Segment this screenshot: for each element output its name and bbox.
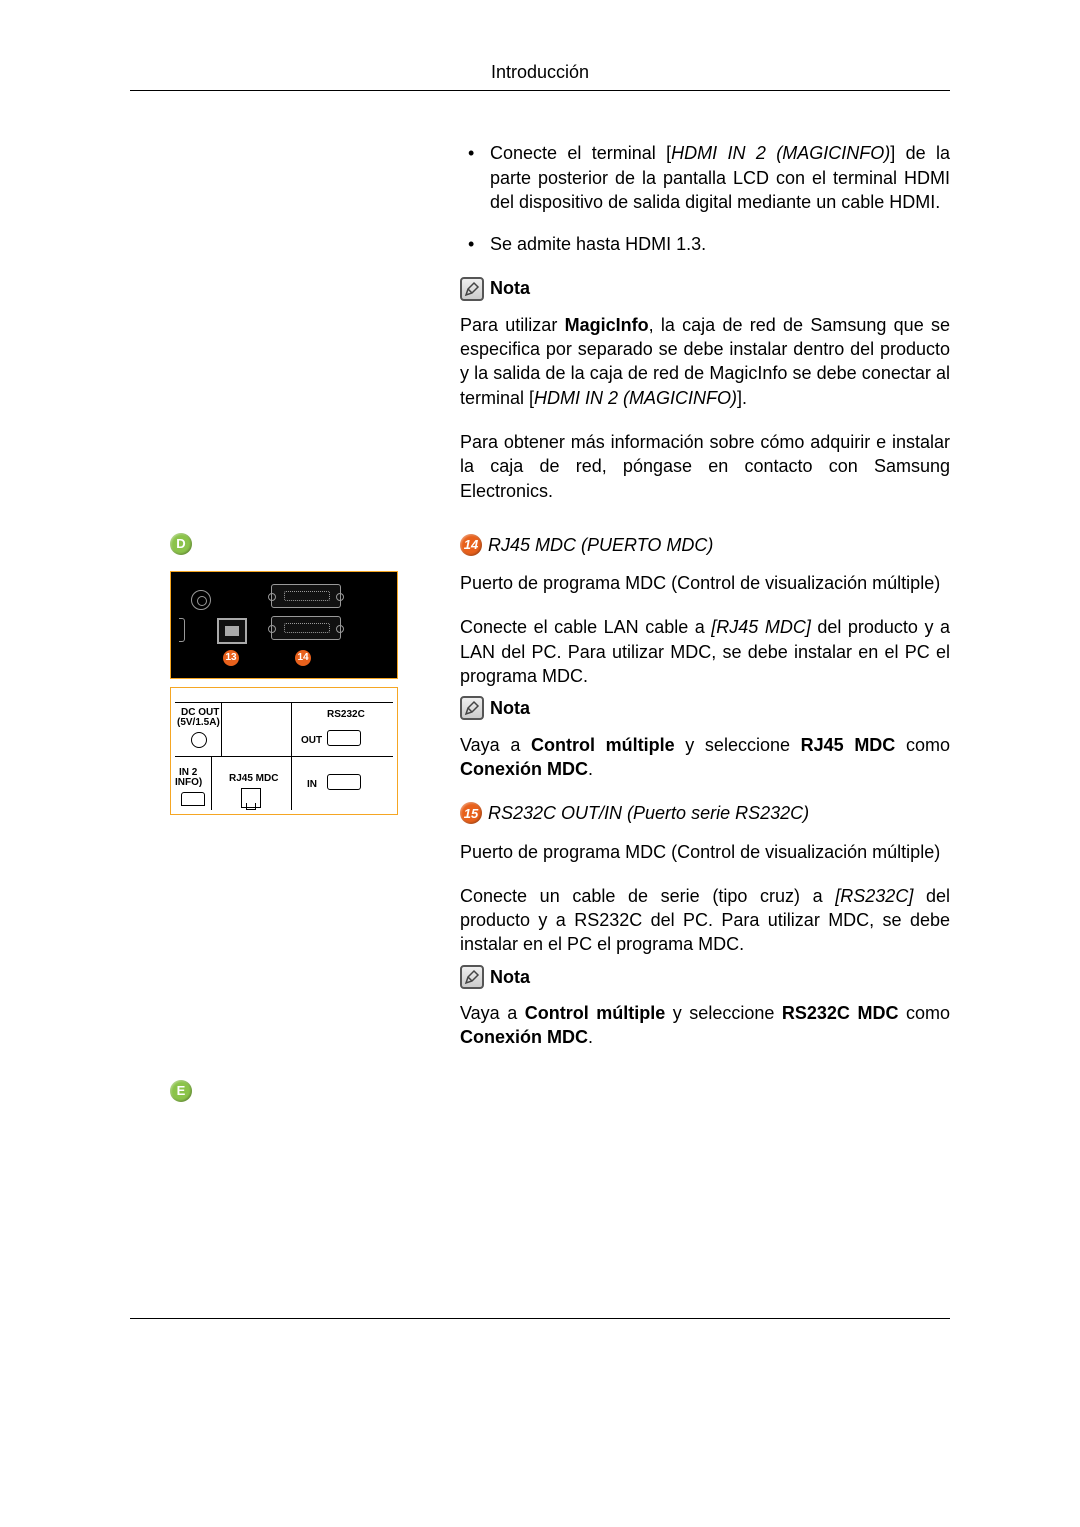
nota-paragraph: Vaya a Control múltiple y seleccione RS2…	[460, 1001, 950, 1050]
bullet-list: Conecte el terminal [HDMI IN 2 (MAGICINF…	[460, 141, 950, 256]
product-panel-top-image: 13 14	[170, 571, 398, 679]
rs232c-in-port-icon	[327, 774, 361, 790]
section-letter-badge: E	[170, 1080, 192, 1102]
hdmi-port-icon	[181, 792, 205, 806]
paragraph: Puerto de programa MDC (Control de visua…	[460, 840, 950, 864]
dc-out-port-icon	[191, 732, 207, 748]
list-item: Se admite hasta HDMI 1.3.	[460, 232, 950, 256]
badge-13: 13	[223, 650, 239, 666]
serial-port-top-icon	[271, 584, 341, 608]
paragraph: Conecte el cable LAN cable a [RJ45 MDC] …	[460, 615, 950, 688]
section-letter-badge: D	[170, 533, 192, 555]
nota-paragraph: Vaya a Control múltiple y seleccione RJ4…	[460, 733, 950, 782]
nota-label: Nota	[490, 276, 530, 300]
nota-label: Nota	[490, 965, 530, 989]
section-e: E	[130, 1080, 950, 1118]
pencil-icon	[460, 965, 484, 989]
page-title: Introducción	[491, 62, 589, 82]
page-header: Introducción	[130, 60, 950, 91]
paragraph: Conecte un cable de serie (tipo cruz) a …	[460, 884, 950, 957]
paragraph: Puerto de programa MDC (Control de visua…	[460, 571, 950, 595]
page-footer-line	[130, 1318, 950, 1319]
list-item: Conecte el terminal [HDMI IN 2 (MAGICINF…	[460, 141, 950, 214]
lan-port-icon	[217, 618, 247, 644]
num-badge-14: 14	[460, 534, 482, 556]
nota-label: Nota	[490, 696, 530, 720]
nota-header: Nota	[460, 965, 950, 989]
pencil-icon	[460, 277, 484, 301]
item-15-title: 15 RS232C OUT/IN (Puerto serie RS232C)	[460, 801, 950, 825]
section-d: D 13 14 DC OUT (5V/1.5A) RS232C OUT IN 2…	[130, 533, 950, 1070]
top-section: Conecte el terminal [HDMI IN 2 (MAGICINF…	[130, 141, 950, 523]
nota-header: Nota	[460, 696, 950, 720]
rs232c-out-port-icon	[327, 730, 361, 746]
nota-paragraph: Para utilizar MagicInfo, la caja de red …	[460, 313, 950, 410]
product-panel-bottom-image: DC OUT (5V/1.5A) RS232C OUT IN 2 INFO) R…	[170, 687, 398, 815]
badge-14: 14	[295, 650, 311, 666]
num-badge-15: 15	[460, 802, 482, 824]
screw-icon	[191, 590, 211, 610]
pencil-icon	[460, 696, 484, 720]
nota-paragraph: Para obtener más información sobre cómo …	[460, 430, 950, 503]
nota-header: Nota	[460, 276, 950, 300]
serial-port-bottom-icon	[271, 616, 341, 640]
rj45-port-icon	[241, 788, 261, 808]
item-14-title: 14 RJ45 MDC (PUERTO MDC)	[460, 533, 950, 557]
